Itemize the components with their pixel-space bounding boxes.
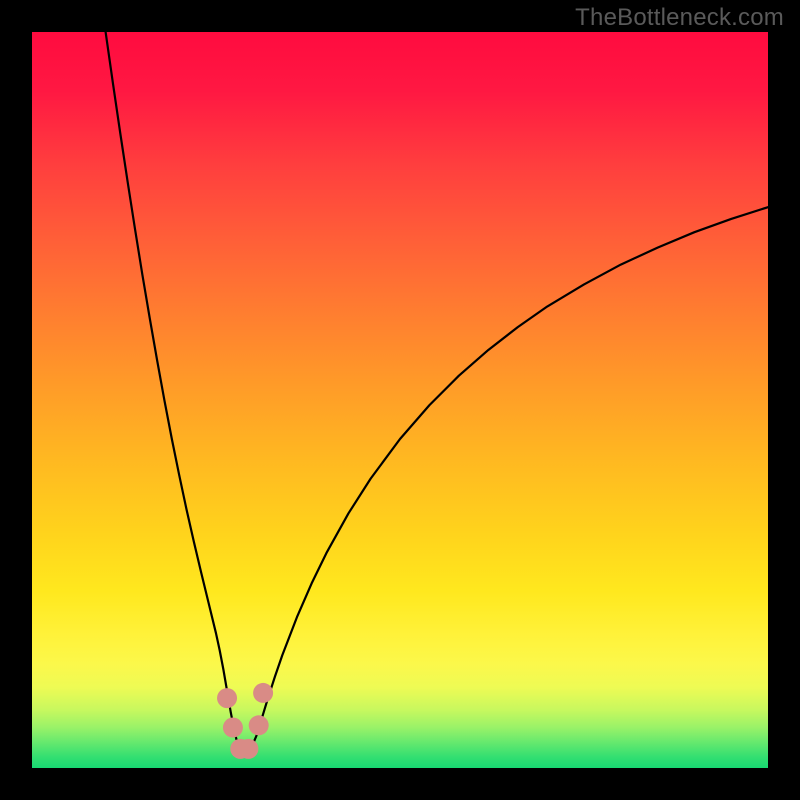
plot-area [32,32,768,768]
watermark-text: TheBottleneck.com [575,4,784,32]
gradient-background [32,32,768,768]
